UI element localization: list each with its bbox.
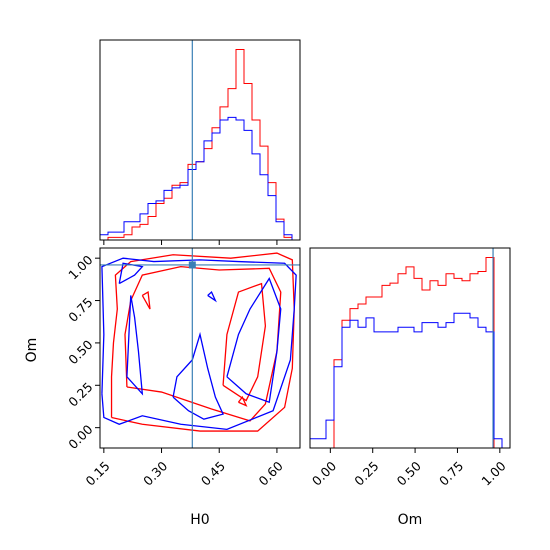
om-y-axis-label: Om bbox=[24, 338, 40, 363]
truth-marker bbox=[188, 261, 196, 269]
contour-series-a bbox=[222, 282, 267, 402]
om-y-tick-label: 1.00 bbox=[65, 252, 95, 282]
om-histogram-panel bbox=[309, 247, 511, 453]
contour-series-a bbox=[141, 291, 151, 310]
om-x-axis-label: Om bbox=[398, 512, 423, 528]
contour-series-a bbox=[110, 252, 295, 432]
h0-histogram-series-a bbox=[100, 49, 300, 241]
om-histogram-frame bbox=[309, 247, 511, 449]
h0-tick-label: 0.15 bbox=[82, 458, 112, 488]
h0-tick-label: 0.60 bbox=[256, 458, 286, 488]
h0-axis-label: H0 bbox=[190, 512, 209, 528]
h0-tick-label: 0.30 bbox=[140, 458, 170, 488]
h0-histogram-series-b bbox=[99, 116, 300, 241]
contour-series-b bbox=[172, 331, 224, 420]
contour-series-b bbox=[226, 277, 282, 404]
contour-series-b bbox=[118, 262, 144, 285]
contour-series-b bbox=[126, 295, 144, 396]
h0-tick-label: 0.45 bbox=[198, 458, 228, 488]
h0-om-contour-panel bbox=[95, 247, 301, 453]
om-y-tick-label: 0.00 bbox=[65, 422, 95, 452]
contour-series-a bbox=[237, 395, 248, 407]
om-histogram-series-b bbox=[309, 312, 510, 449]
om-y-tick-label: 0.50 bbox=[65, 337, 95, 367]
contour-series-a bbox=[124, 265, 282, 422]
om-x-tick-label: 0.25 bbox=[351, 458, 381, 488]
om-y-tick-label: 0.25 bbox=[65, 379, 95, 409]
om-x-tick-label: 0.50 bbox=[394, 458, 424, 488]
om-x-tick-label: 1.00 bbox=[478, 458, 508, 488]
om-y-tick-label: 0.75 bbox=[65, 295, 95, 325]
om-x-tick-label: 0.75 bbox=[436, 458, 466, 488]
contour-group bbox=[101, 252, 297, 432]
om-x-tick-label: 0.00 bbox=[309, 458, 339, 488]
h0-histogram-frame bbox=[99, 39, 301, 241]
joint-frame bbox=[99, 247, 301, 449]
om-histogram-series-a bbox=[310, 257, 510, 449]
contour-series-b bbox=[101, 257, 297, 431]
h0-histogram-panel bbox=[99, 39, 301, 245]
contour-series-b bbox=[207, 290, 217, 303]
